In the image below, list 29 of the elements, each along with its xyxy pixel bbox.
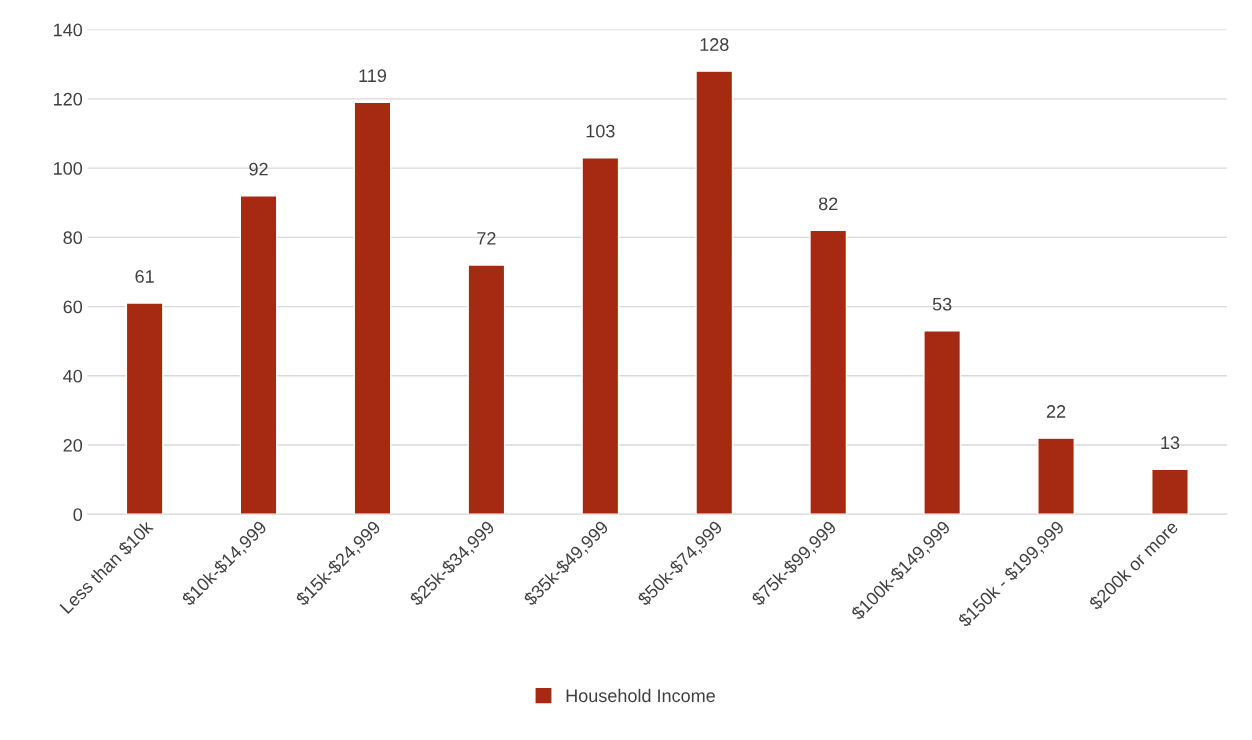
data-label: 61 <box>135 270 154 283</box>
data-label: 53 <box>932 297 952 311</box>
bar <box>809 229 848 515</box>
bar <box>581 157 620 515</box>
legend-label: Household Income <box>566 688 715 703</box>
y-tick-label: 80 <box>63 231 83 245</box>
data-label: 22 <box>1046 405 1066 418</box>
data-label: 103 <box>586 124 615 138</box>
y-tick-label: 0 <box>73 508 83 522</box>
data-label: 128 <box>700 38 729 51</box>
y-tick-label: 40 <box>63 369 83 383</box>
bar <box>1037 437 1075 515</box>
data-label: 82 <box>818 197 838 211</box>
y-tick-label: 100 <box>54 162 83 175</box>
bar <box>239 195 278 515</box>
bar <box>353 101 392 515</box>
bar <box>1151 468 1189 515</box>
y-tick-label: 120 <box>54 92 83 106</box>
data-label: 119 <box>359 69 387 83</box>
data-label: 72 <box>477 232 496 245</box>
y-tick-label: 60 <box>63 300 83 314</box>
y-tick-label: 20 <box>63 438 83 452</box>
y-tick-label: 140 <box>54 23 83 37</box>
bar <box>695 70 734 515</box>
bar <box>467 264 506 515</box>
bar <box>125 302 164 515</box>
data-label: 92 <box>249 162 268 176</box>
bar <box>923 330 962 515</box>
data-label: 13 <box>1161 436 1180 450</box>
